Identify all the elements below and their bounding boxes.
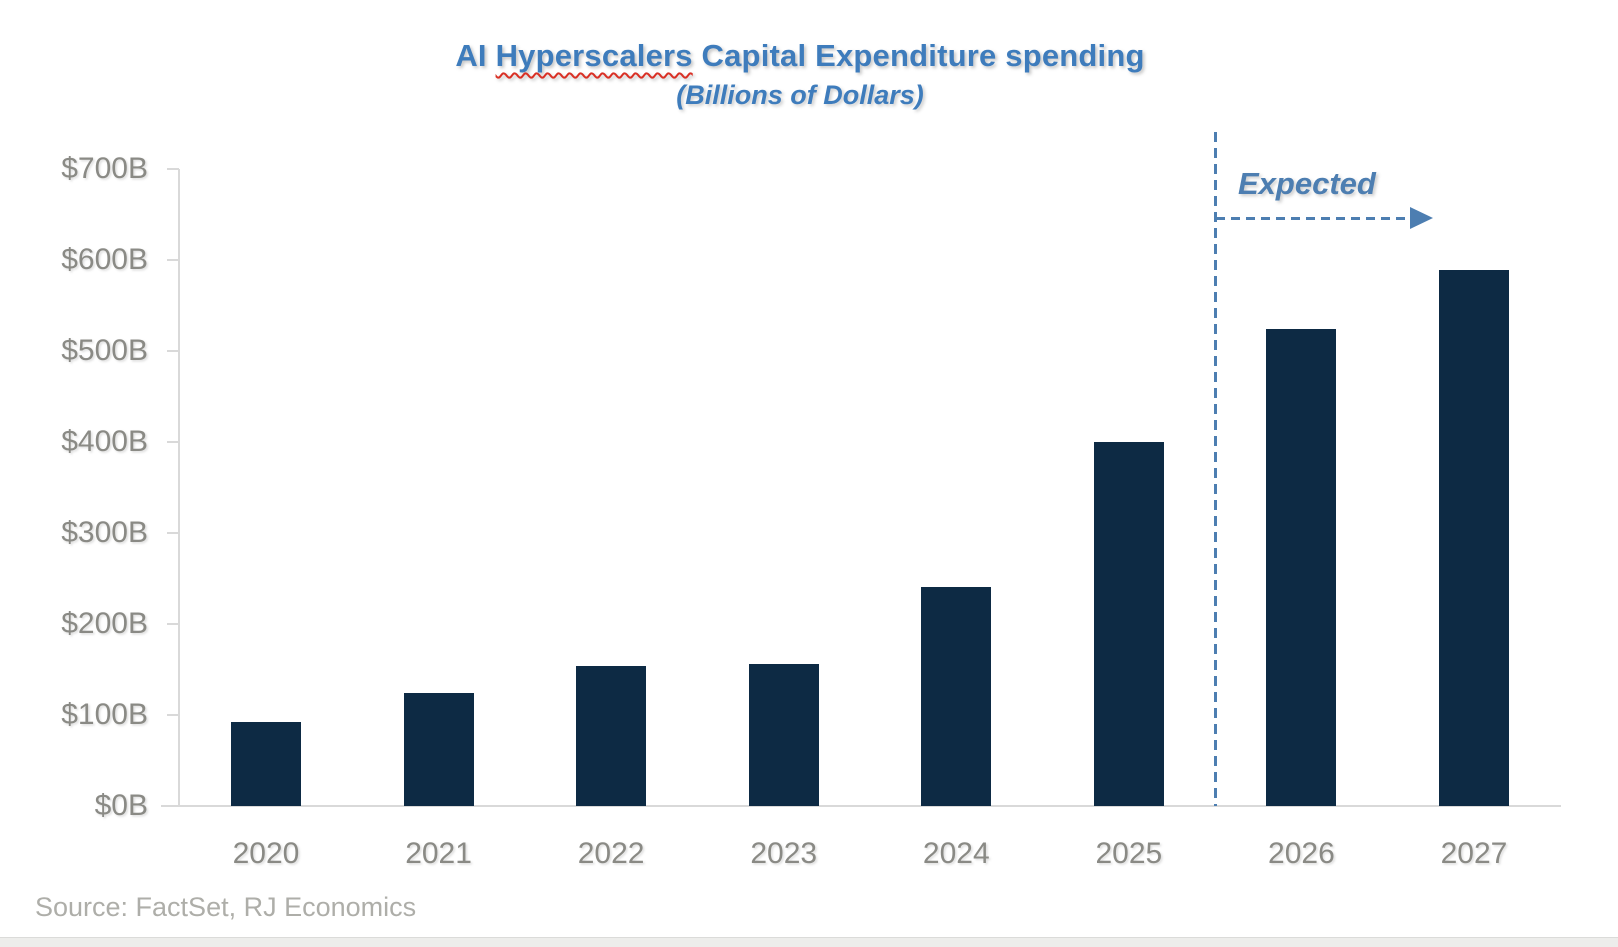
expected-arrow-head-icon bbox=[1410, 207, 1433, 229]
bottom-strip bbox=[0, 937, 1618, 947]
bar-2026 bbox=[1266, 328, 1337, 806]
x-axis-label-2026: 2026 bbox=[1268, 837, 1335, 870]
bar-2021 bbox=[403, 693, 474, 806]
x-axis-label-2022: 2022 bbox=[577, 837, 645, 870]
y-axis-tick-label: $0B bbox=[94, 789, 148, 822]
chart-subtitle: (Billions of Dollars) bbox=[676, 80, 924, 110]
y-axis-tick bbox=[167, 623, 179, 626]
y-axis-tick bbox=[167, 532, 179, 535]
bar-2025 bbox=[1093, 442, 1164, 806]
chart-title: AI Hyperscalers Capital Expenditure spen… bbox=[0, 38, 1600, 74]
y-axis-tick-label: $300B bbox=[61, 516, 148, 550]
bar-2020 bbox=[231, 722, 301, 806]
x-axis-line bbox=[161, 805, 1561, 807]
expected-arrow-line bbox=[1216, 217, 1412, 220]
source-note: Source: FactSet, RJ Economics bbox=[35, 892, 417, 922]
y-axis-tick-label: $500B bbox=[61, 334, 148, 368]
y-axis-tick-label: $200B bbox=[61, 607, 148, 641]
chart-title-misspelled-word: Hyperscalers bbox=[495, 38, 693, 73]
x-axis-label-2025: 2025 bbox=[1095, 837, 1163, 870]
bar-2024 bbox=[921, 586, 992, 806]
chart-title-suffix: Capital Expenditure spending bbox=[692, 38, 1145, 73]
chart-title-prefix: AI bbox=[455, 38, 496, 73]
y-axis-line bbox=[178, 169, 180, 806]
x-axis-label-2027: 2027 bbox=[1440, 837, 1508, 870]
y-axis-tick bbox=[167, 168, 179, 171]
bar-2022 bbox=[576, 665, 647, 806]
chart-header: AI Hyperscalers Capital Expenditure spen… bbox=[0, 38, 1600, 111]
forecast-divider-line bbox=[1214, 132, 1217, 806]
y-axis-tick-label: $600B bbox=[61, 243, 148, 277]
bar-2027 bbox=[1438, 269, 1509, 806]
y-axis-tick-label: $700B bbox=[61, 152, 148, 186]
y-axis-tick bbox=[167, 441, 179, 444]
x-axis-label-2020: 2020 bbox=[232, 837, 300, 870]
y-axis-tick bbox=[167, 714, 179, 717]
y-axis-tick bbox=[167, 350, 179, 353]
expected-label: Expected bbox=[1238, 166, 1376, 201]
y-axis-tick-label: $100B bbox=[61, 698, 148, 732]
x-axis-label-2021: 2021 bbox=[405, 837, 472, 870]
x-axis-label-2023: 2023 bbox=[750, 837, 818, 870]
x-axis-label-2024: 2024 bbox=[922, 837, 990, 870]
bar-2023 bbox=[748, 664, 819, 806]
y-axis-tick bbox=[167, 259, 179, 262]
y-axis-tick-label: $400B bbox=[61, 425, 148, 459]
